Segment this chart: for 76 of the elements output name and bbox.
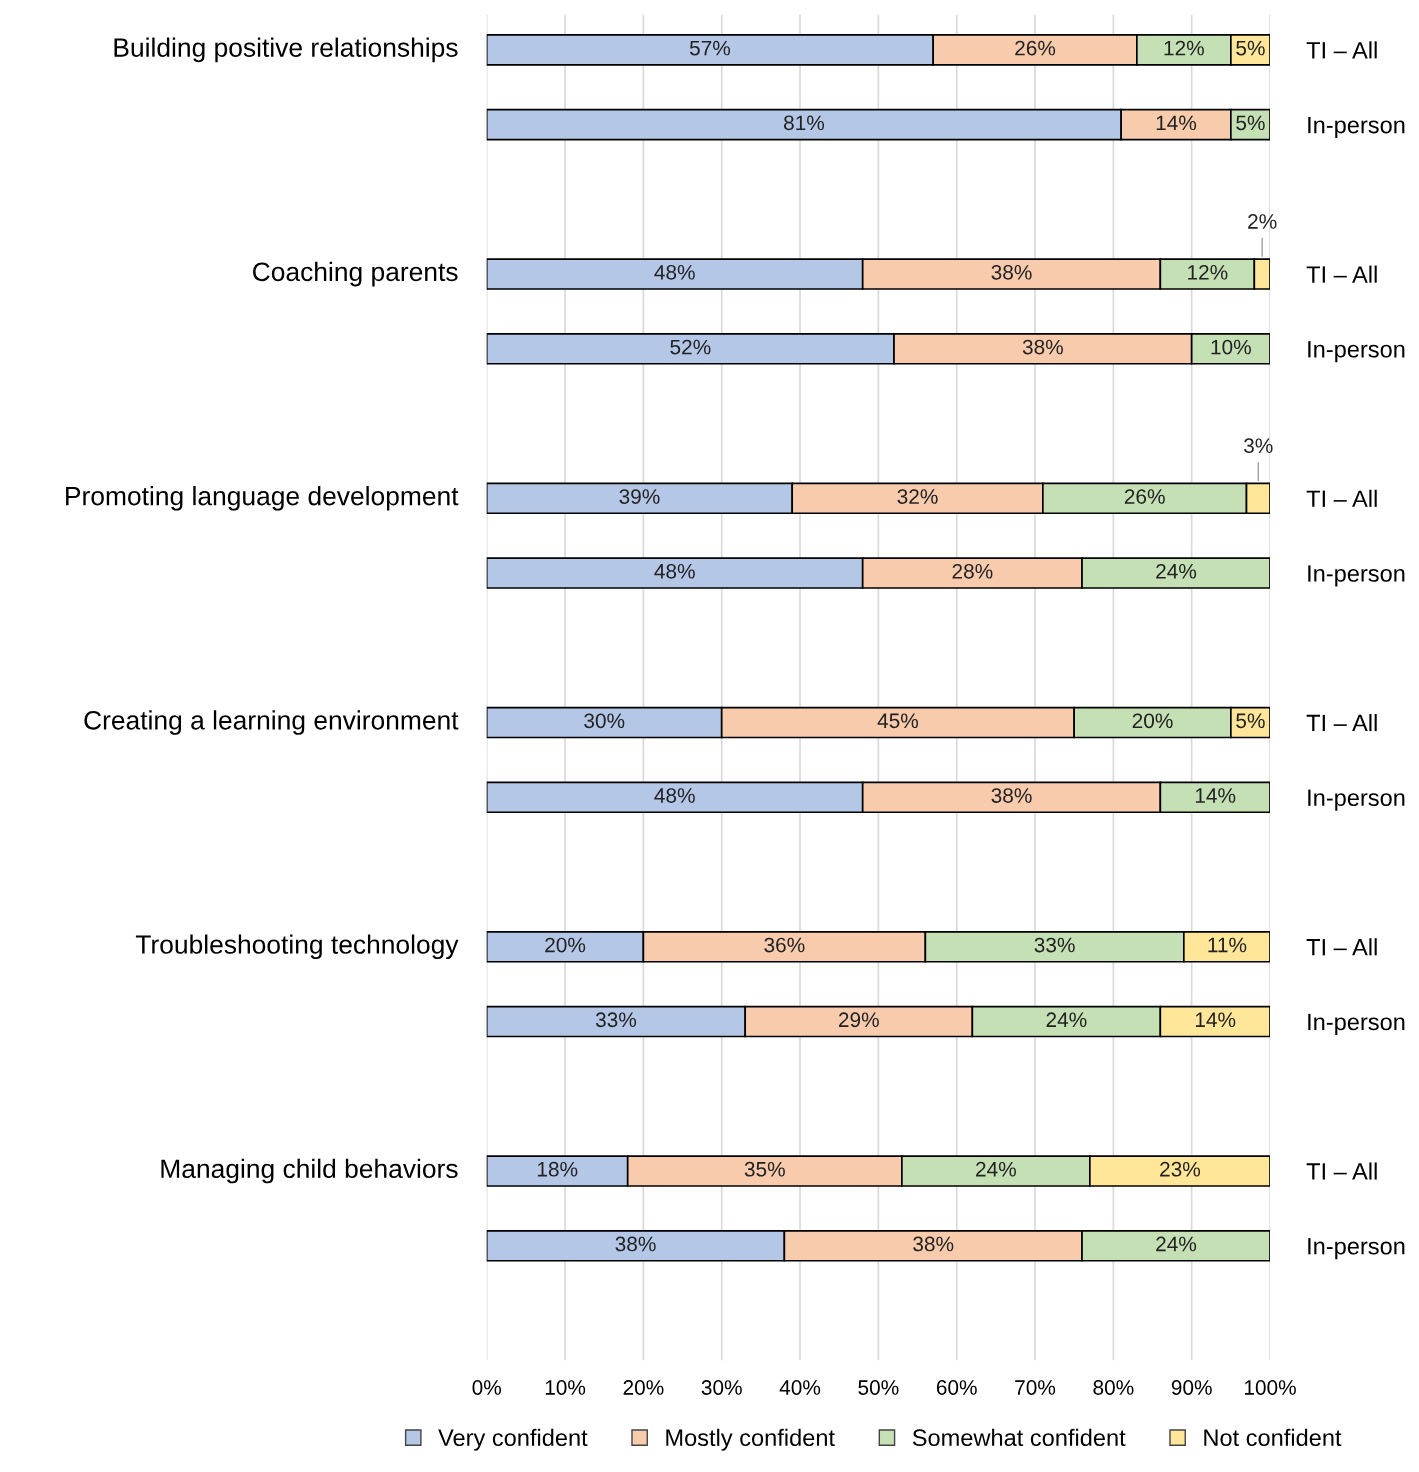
text: Managing child behaviors	[161, 1158, 458, 1184]
data-label: 24%	[1046, 1012, 1087, 1028]
y-tick-label: TI – All	[1306, 41, 1377, 59]
x-tick-label: 80%	[1093, 1380, 1134, 1395]
x-tick-label: 40%	[779, 1380, 821, 1395]
data-label: 3%	[1243, 438, 1273, 454]
legend-label: Very confident	[438, 1428, 588, 1451]
data-label: 24%	[976, 1161, 1016, 1177]
x-tick-label: 30%	[701, 1380, 742, 1395]
y-tick-label: TI – All	[1306, 265, 1377, 283]
data-label: 48%	[654, 563, 695, 579]
data-label: 26%	[1015, 40, 1056, 56]
data-label: 30%	[584, 713, 625, 729]
data-label: 57%	[689, 40, 731, 56]
data-label: 38%	[991, 788, 1032, 803]
x-tick-label: 90%	[1171, 1380, 1212, 1395]
data-label: 5%	[1236, 115, 1265, 131]
x-tick-label: 10%	[545, 1380, 586, 1395]
y-tick-label: TI – All	[1306, 489, 1377, 507]
data-label: 39%	[619, 489, 660, 504]
data-label: 48%	[654, 788, 695, 803]
y-tick-label: In-person	[1308, 116, 1405, 139]
data-label: 36%	[764, 937, 805, 953]
y-tick-label: TI – All	[1306, 938, 1377, 956]
data-label: 2%	[1248, 214, 1277, 229]
text: Coaching parents	[253, 261, 458, 287]
text: Building positive relationships	[114, 37, 458, 63]
x-tick-label: 50%	[858, 1380, 899, 1395]
data-label: 38%	[913, 1236, 954, 1252]
data-label: 38%	[1022, 339, 1063, 355]
data-label: 35%	[744, 1161, 785, 1177]
data-label: 10%	[1211, 339, 1251, 355]
data-label: 38%	[615, 1236, 656, 1252]
legend-label: Somewhat confident	[912, 1428, 1126, 1447]
data-label: 33%	[1034, 937, 1075, 953]
data-label: 14%	[1195, 788, 1236, 803]
y-tick-label: TI – All	[1306, 714, 1377, 732]
legend-label: Not confident	[1204, 1428, 1342, 1447]
data-label: 28%	[952, 563, 993, 579]
data-label: 52%	[670, 339, 711, 355]
data-label: 26%	[1124, 489, 1165, 504]
data-label: 23%	[1160, 1161, 1201, 1177]
y-tick-label: TI – All	[1306, 1162, 1377, 1180]
data-label: 29%	[838, 1012, 879, 1028]
x-tick-label: 0%	[472, 1380, 502, 1395]
data-label: 14%	[1195, 1012, 1236, 1028]
legend-label: Mostly confident	[666, 1428, 835, 1451]
data-label: 20%	[1132, 713, 1173, 729]
data-label: 24%	[1156, 563, 1197, 579]
data-label: 38%	[991, 264, 1032, 280]
y-tick-label: In-person	[1308, 341, 1405, 363]
y-tick-label: In-person	[1308, 1238, 1405, 1260]
data-label: 14%	[1156, 115, 1197, 131]
data-label: 11%	[1208, 937, 1247, 953]
text: Troubleshooting technology	[135, 934, 459, 960]
y-tick-label: In-person	[1308, 1013, 1405, 1035]
data-label: 81%	[784, 115, 825, 131]
x-tick-label: 70%	[1015, 1380, 1056, 1395]
data-label: 24%	[1156, 1236, 1197, 1252]
text: Creating a learning environment	[84, 710, 459, 735]
data-label: 45%	[877, 713, 919, 729]
text: Promoting language development	[66, 486, 459, 511]
data-label: 32%	[897, 489, 938, 504]
data-label: 18%	[537, 1161, 578, 1177]
data-label: 20%	[545, 937, 586, 953]
data-label: 5%	[1236, 713, 1265, 729]
y-tick-label: In-person	[1308, 565, 1405, 587]
x-tick-label: 60%	[936, 1380, 977, 1395]
data-label: 12%	[1188, 264, 1228, 280]
data-label: 5%	[1236, 40, 1265, 56]
data-label: 33%	[595, 1012, 637, 1028]
x-tick-label: 100%	[1244, 1380, 1296, 1395]
y-tick-label: In-person	[1308, 789, 1405, 811]
data-label: 48%	[654, 264, 695, 280]
data-label: 12%	[1164, 40, 1204, 56]
x-tick-label: 20%	[623, 1380, 664, 1395]
